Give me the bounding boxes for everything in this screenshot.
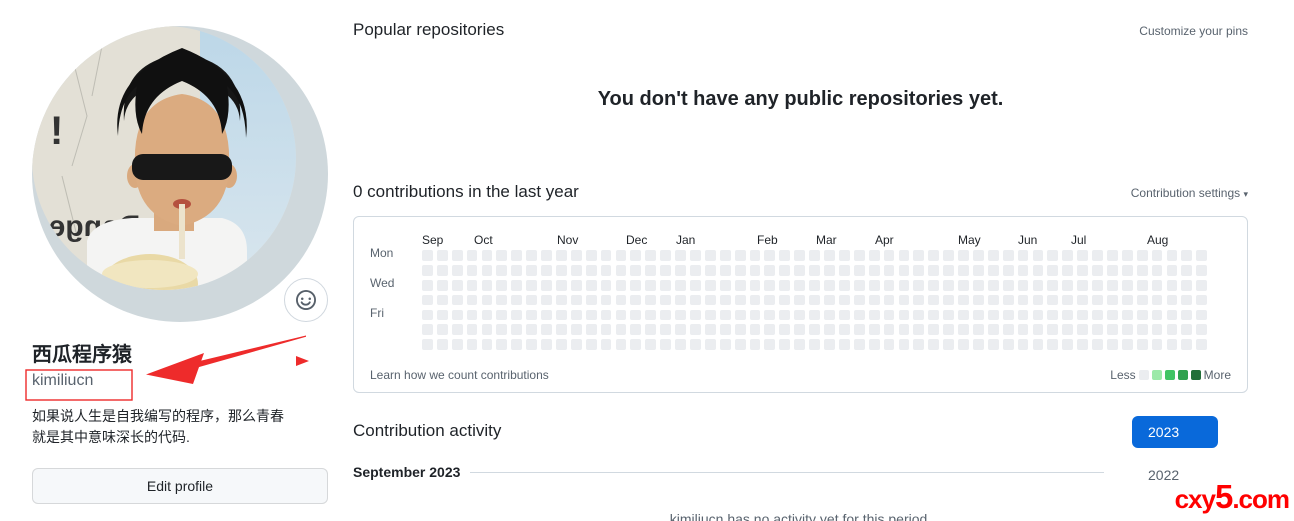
svg-text:!: ! bbox=[50, 109, 63, 153]
